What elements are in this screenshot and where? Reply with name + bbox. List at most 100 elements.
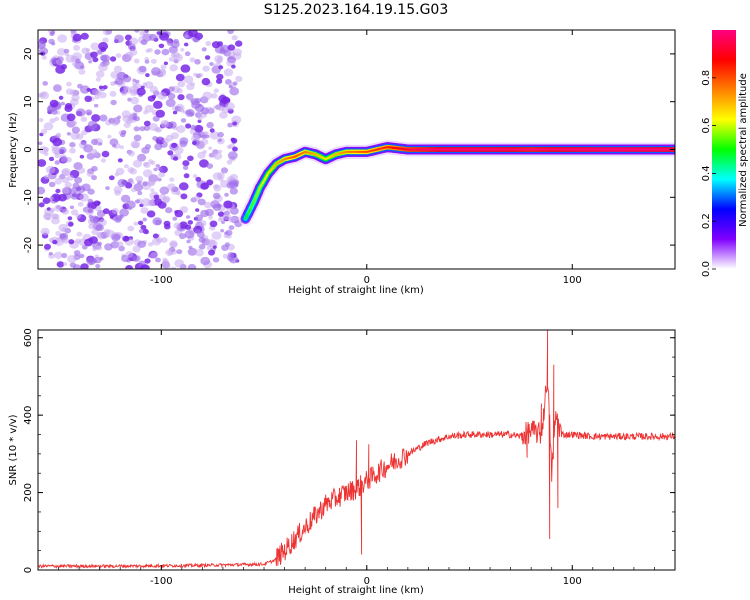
noise-blob [68,221,74,227]
noise-blob [231,64,236,69]
noise-blob [87,111,92,116]
noise-blob [70,120,78,126]
noise-blob [54,116,60,121]
noise-blob [173,146,184,155]
noise-blob [228,84,233,89]
noise-blob [48,252,53,256]
noise-blob [49,196,54,200]
noise-blob [105,186,110,191]
noise-blob [72,33,82,42]
noise-blob [81,47,90,55]
noise-blob [189,57,196,63]
noise-blob [145,48,150,53]
noise-blob [54,160,60,165]
colorbar-tick-label: 0.4 [701,165,712,181]
noise-blob [67,216,73,221]
noise-blob [139,126,146,132]
noise-blob [120,90,128,96]
noise-blob [142,217,147,222]
noise-blob [218,65,224,70]
noise-blob [143,162,149,167]
noise-blob [216,73,224,80]
noise-blob [144,258,151,264]
noise-blob [197,116,203,121]
noise-blob [183,173,190,179]
spectrogram-y-tick-label: 20 [23,48,34,61]
noise-blob [102,85,108,90]
spectrogram-y-tick-label: 10 [23,95,34,108]
noise-blob [133,104,143,113]
noise-blob [192,141,197,145]
noise-blob [72,62,77,67]
noise-blob [94,94,100,100]
noise-blob [184,34,189,39]
noise-blob [117,178,128,188]
noise-blob [193,38,199,43]
noise-blob [43,152,49,157]
colorbar-tick-label: 0.6 [701,118,712,134]
noise-blob [170,266,177,269]
noise-blob [94,103,99,108]
noise-blob [184,230,195,239]
noise-blob [157,91,167,100]
noise-blob [161,48,170,56]
noise-blob [168,45,178,54]
noise-blob [168,56,175,62]
noise-blob [135,175,144,183]
noise-blob [134,30,140,33]
noise-blob [86,256,97,266]
noise-blob [39,91,50,100]
noise-blob [95,77,101,82]
noise-blob [150,252,159,259]
noise-blob [155,136,165,145]
noise-blob [97,214,102,218]
noise-blob [213,105,218,110]
noise-region [38,30,243,269]
noise-blob [151,174,160,182]
noise-blob [56,261,65,268]
noise-blob [137,220,144,226]
noise-blob [180,193,188,200]
noise-blob [51,217,60,225]
noise-blob [200,107,209,115]
noise-blob [199,159,209,168]
noise-blob [194,32,203,40]
noise-blob [200,182,209,190]
noise-blob [175,73,185,82]
noise-blob [186,239,191,244]
noise-blob [172,110,178,115]
noise-blob [80,65,85,69]
noise-blob [212,192,221,199]
noise-blob [156,31,162,35]
noise-blob [109,90,117,97]
noise-blob [54,251,63,259]
noise-blob [90,42,100,51]
noise-blob [87,201,97,210]
noise-blob [208,249,215,256]
noise-blob [152,115,160,122]
noise-blob [114,216,122,223]
ridge-segment [250,201,255,209]
noise-blob [229,173,238,181]
noise-blob [75,108,86,117]
noise-blob [154,143,163,151]
noise-blob [133,58,140,64]
colorbar-tick-label: 0.8 [701,70,712,86]
noise-blob [173,156,179,161]
noise-blob [102,208,110,215]
noise-blob [195,214,204,222]
noise-blob [232,146,238,152]
noise-blob [129,89,138,96]
noise-blob [63,48,70,54]
noise-blob [92,57,99,63]
noise-blob [58,175,63,180]
noise-blob [155,109,165,118]
noise-blob [169,64,178,72]
noise-blob [49,207,55,213]
noise-blob [226,98,230,103]
noise-blob [68,239,75,245]
noise-blob [114,77,124,85]
noise-blob [127,225,135,232]
noise-blob [228,180,239,189]
noise-blob [198,236,206,243]
